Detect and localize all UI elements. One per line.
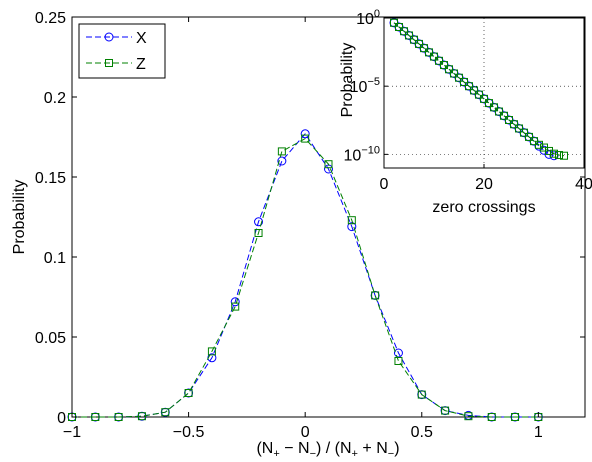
inset-point-z [520, 128, 528, 137]
inset-point-z [550, 149, 558, 158]
inset-point-z [480, 94, 488, 103]
inset-point-z [425, 48, 433, 57]
main-x-axis-label: (N+ − N−) / (N+ + N−) [256, 440, 399, 460]
main-point-z [161, 408, 170, 417]
inset-point-z [500, 111, 508, 120]
inset-point-z [450, 69, 458, 78]
legend-label-x: X [136, 30, 147, 47]
inset-chart: 0 20 40 100 10−5 10−10 zero crossings Probab… [339, 8, 592, 216]
main-point-z [114, 413, 123, 421]
main-series-line-z [72, 137, 539, 418]
main-series-line-x [72, 132, 539, 418]
inset-point-z [545, 146, 553, 155]
inset-point-z [555, 151, 563, 160]
main-point-x [230, 297, 240, 307]
inset-series-group [389, 18, 568, 161]
main-y-tick-label: 0.1 [44, 250, 66, 267]
main-point-z [184, 389, 193, 397]
main-point-z [371, 291, 380, 300]
main-point-x [347, 222, 357, 232]
inset-point-z [400, 27, 408, 36]
inset-point-z [405, 31, 413, 40]
main-point-z [91, 413, 100, 421]
inset-point-z [560, 151, 568, 160]
legend-box [78, 23, 166, 79]
main-point-z [207, 347, 216, 356]
main-y-tick-label: 0 [57, 410, 66, 427]
legend-label-z: Z [136, 56, 146, 73]
main-point-z [394, 357, 403, 365]
inset-x-axis-ticks: 0 20 40 [380, 164, 592, 193]
main-point-z [511, 413, 520, 421]
main-y-tick-label: 0.15 [35, 170, 66, 187]
main-series-group [67, 129, 543, 422]
inset-point-z [390, 18, 398, 27]
main-x-tick-label: −0.5 [173, 424, 205, 441]
inset-x-tick-label: 0 [380, 176, 389, 193]
inset-x-axis-label: zero crossings [432, 199, 535, 216]
inset-point-z [470, 86, 478, 95]
main-x-tick-label: 1 [534, 424, 543, 441]
main-y-axis-ticks: 0 0.05 0.1 0.15 0.2 0.25 [35, 10, 585, 427]
main-point-z [324, 160, 333, 169]
main-x-tick-label: 0 [301, 424, 310, 441]
main-point-z [277, 147, 286, 156]
main-point-x [277, 156, 287, 166]
inset-y-axis-label: Probability [339, 43, 356, 118]
inset-point-z [485, 99, 493, 108]
inset-point-z [505, 116, 513, 124]
inset-point-z [515, 124, 523, 133]
legend-marker-x [104, 32, 114, 42]
main-point-x [254, 217, 264, 227]
inset-y-tick-label: 100 [356, 8, 380, 28]
inset-x-tick-label: 20 [475, 176, 493, 193]
main-point-z [441, 406, 450, 415]
inset-point-z [430, 52, 438, 61]
main-point-x [300, 129, 310, 139]
inset-grid [384, 18, 584, 168]
inset-point-z [415, 39, 423, 48]
inset-point-z [435, 56, 443, 65]
inset-point-z [410, 35, 418, 44]
main-point-z [231, 302, 240, 311]
inset-point-z [395, 23, 403, 31]
inset-point-z [445, 65, 453, 74]
inset-background [384, 18, 584, 168]
main-y-tick-label: 0.25 [35, 10, 66, 27]
main-plot-frame [71, 16, 586, 418]
inset-y-tick-label: 10−5 [350, 76, 380, 96]
main-point-z [417, 390, 426, 399]
inset-y-tick-label: 10−10 [344, 144, 380, 164]
inset-point-z [525, 132, 533, 141]
inset-point-z [455, 73, 463, 82]
main-point-z [464, 412, 473, 421]
main-x-tick-label: −1 [63, 424, 81, 441]
main-y-tick-label: 0.2 [44, 90, 66, 107]
inset-point-z [460, 77, 468, 86]
inset-y-axis-ticks: 100 10−5 10−10 [344, 8, 388, 164]
inset-point-z [475, 90, 483, 99]
inset-x-tick-label: 40 [575, 176, 592, 193]
main-point-z [487, 413, 496, 421]
legend-marker-z [105, 59, 113, 67]
main-x-tick-label: 0.5 [411, 424, 433, 441]
inset-point-z [420, 44, 428, 53]
main-y-tick-label: 0.05 [35, 330, 66, 347]
main-chart: −1 −0.5 0 0.5 1 0 0.05 0.1 0.15 0.2 0.25 (N+ − N−… [11, 10, 586, 460]
inset-point-z [510, 120, 518, 129]
main-y-axis-label: Probability [11, 180, 28, 255]
inset-point-z [490, 103, 498, 112]
inset-point-z [440, 61, 448, 70]
main-point-z [137, 412, 146, 421]
inset-point-z [495, 107, 503, 116]
legend: XZ [78, 23, 166, 79]
inset-point-z [535, 140, 543, 149]
main-point-z [301, 134, 310, 143]
main-point-z [254, 229, 263, 237]
inset-point-z [465, 82, 473, 91]
main-point-z [347, 216, 356, 225]
